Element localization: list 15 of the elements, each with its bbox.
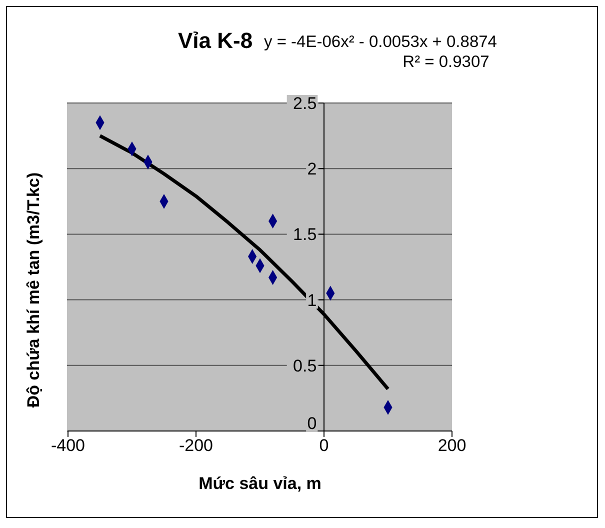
y-tick-label: 0.5 <box>293 356 317 376</box>
x-tick-label: 0 <box>319 436 329 456</box>
y-tick-label: 1.5 <box>293 225 317 244</box>
y-tick-label: 2 <box>307 160 317 179</box>
y-tick-label: 2.5 <box>293 94 317 113</box>
x-tick-label: 200 <box>438 436 466 456</box>
text: y = -4E-06x² - 0.0053x + 0.8874 <box>264 33 497 52</box>
x-tick-label: -200 <box>178 436 214 456</box>
y-tick-label: 1 <box>307 290 317 310</box>
x-axis-title: Mức sâu vỉa, m <box>198 474 322 493</box>
chart-title: Vỉa K-8 <box>178 28 253 54</box>
y-tick-label: 0 <box>307 414 317 433</box>
text: R² = 0.9307 <box>402 53 490 72</box>
x-tick-label: -400 <box>50 436 86 456</box>
y-axis-title: Độ chứa khí mê tan (m3/T.kc) <box>24 172 44 408</box>
